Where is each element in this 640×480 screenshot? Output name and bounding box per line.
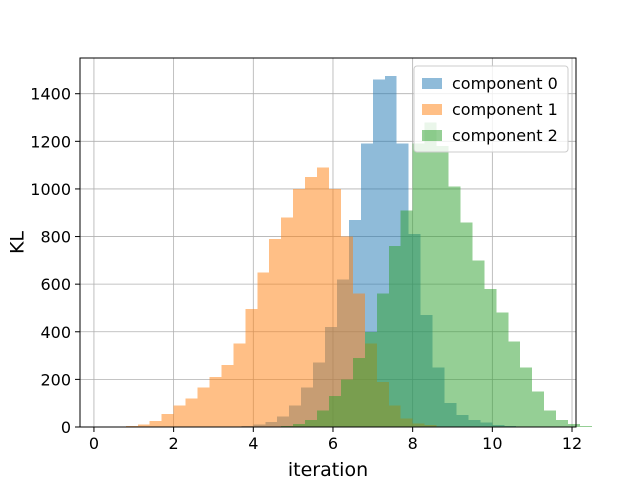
histogram-bar-component-1 <box>173 405 186 427</box>
histogram-bar-component-2 <box>317 410 329 427</box>
x-tick-label: 10 <box>482 434 502 453</box>
histogram-bar-component-1 <box>209 377 222 427</box>
x-tick-label: 12 <box>562 434 582 453</box>
histogram-bar-component-2 <box>424 122 437 428</box>
histogram-bar-component-2 <box>532 391 545 427</box>
histogram-bar-component-2 <box>520 367 533 427</box>
legend-swatch <box>422 78 442 89</box>
x-tick-label: 6 <box>328 434 338 453</box>
histogram-bar-component-2 <box>388 246 401 427</box>
y-tick-label: 0 <box>61 418 71 437</box>
histogram-bar-component-2 <box>508 341 521 427</box>
y-tick-label: 1400 <box>30 85 71 104</box>
histogram-bar-component-0 <box>372 79 385 427</box>
x-axis-label: iteration <box>288 459 368 480</box>
histogram-bar-component-2 <box>281 425 294 427</box>
legend-swatch <box>422 104 442 115</box>
histogram-bar-component-2 <box>364 331 377 427</box>
histogram-bars <box>125 75 592 428</box>
histogram-bar-component-2 <box>568 424 580 427</box>
histogram-bar-component-1 <box>197 387 210 427</box>
histogram-bar-component-2 <box>484 288 497 427</box>
histogram-bar-component-2 <box>496 312 509 427</box>
y-tick-label: 1200 <box>30 132 71 151</box>
y-tick-label: 200 <box>40 370 71 389</box>
histogram-bar-component-2 <box>305 419 318 427</box>
histogram-bar-component-1 <box>328 188 341 427</box>
histogram-bar-component-2 <box>436 146 449 428</box>
histogram-bar-component-2 <box>556 419 569 427</box>
histogram-bar-component-2 <box>579 425 592 427</box>
histogram-bar-component-2 <box>352 357 365 427</box>
y-tick-label: 800 <box>40 228 71 247</box>
x-tick-label: 0 <box>89 434 99 453</box>
histogram-bar-component-1 <box>137 424 150 427</box>
histogram-bar-component-2 <box>448 186 461 427</box>
y-tick-label: 400 <box>40 323 71 342</box>
histogram-bar-component-1 <box>293 188 306 427</box>
histogram-bar-component-2 <box>340 379 353 427</box>
x-tick-label: 2 <box>169 434 179 453</box>
histogram-bar-component-1 <box>281 217 294 427</box>
histogram-bar-component-2 <box>400 210 413 427</box>
legend-box <box>413 65 569 153</box>
histogram-bar-component-1 <box>257 272 270 427</box>
histogram-bar-component-2 <box>460 222 473 427</box>
y-tick-label: 1000 <box>30 180 71 199</box>
y-tick-label: 600 <box>40 275 71 294</box>
histogram-bar-component-1 <box>149 421 162 427</box>
plot-frame <box>79 57 577 428</box>
histogram-bar-component-2 <box>293 424 306 427</box>
histogram-bar-component-2 <box>472 260 485 427</box>
legend-label: component 1 <box>452 100 558 119</box>
axis-ticks: 0 2 4 6 8 10 12 0 200 400 600 800 1000 1200 1400 <box>30 85 582 453</box>
histogram-bar-component-1 <box>340 236 353 427</box>
histogram-bar-component-2 <box>412 143 425 427</box>
y-axis-label: KL <box>7 231 29 254</box>
legend-swatch <box>422 130 442 141</box>
x-tick-label: 4 <box>248 434 258 453</box>
legend-label: component 0 <box>452 74 558 93</box>
histogram-bar-component-1 <box>269 238 282 427</box>
histogram-bar-component-2 <box>328 396 341 427</box>
histogram-bar-component-1 <box>161 413 174 427</box>
histogram-bar-component-1 <box>317 167 329 427</box>
histogram-bar-component-0 <box>360 143 373 427</box>
legend-label: component 2 <box>452 126 558 145</box>
histogram-bar-component-1 <box>245 309 258 427</box>
histogram-bar-component-1 <box>125 425 138 427</box>
x-tick-label: 8 <box>408 434 418 453</box>
histogram-bar-component-2 <box>376 293 389 427</box>
histogram-bar-component-1 <box>221 365 234 427</box>
histogram-bar-component-2 <box>544 410 557 427</box>
legend: component 0 component 1 component 2 <box>413 65 569 153</box>
histogram-bar-component-1 <box>185 398 198 427</box>
histogram-bar-component-1 <box>233 343 246 427</box>
histogram-bar-component-1 <box>305 177 318 427</box>
